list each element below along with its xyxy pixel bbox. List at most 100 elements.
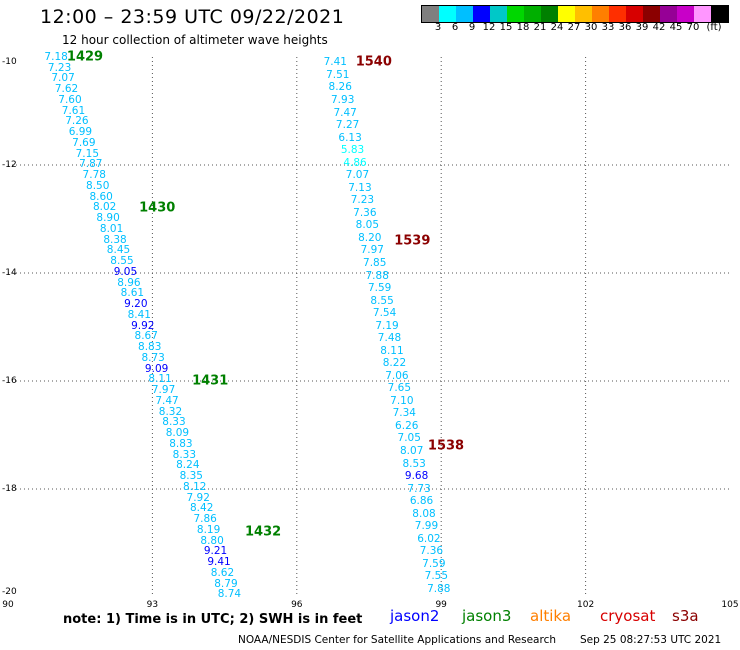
y-tick-label: -12 [2, 160, 17, 170]
wave-height-label: 7.47 [155, 394, 179, 407]
wave-height-label: 8.67 [134, 330, 158, 343]
wave-height-label: 9.20 [124, 298, 148, 311]
wave-height-label: 7.06 [385, 369, 409, 382]
wave-height-label: 7.10 [390, 394, 414, 407]
wave-height-label: 7.97 [360, 244, 384, 257]
wave-height-label: 7.54 [372, 307, 397, 320]
wave-height-label: 7.87 [79, 158, 103, 171]
satellite-legend-item: s3a [672, 607, 699, 625]
wave-height-label: 8.26 [328, 81, 352, 94]
wave-height-label: 7.60 [58, 93, 82, 106]
wave-height-label: 7.55 [424, 570, 449, 583]
legend-swatch [694, 6, 711, 22]
wave-height-label: 8.90 [96, 212, 120, 225]
y-tick-label: -10 [2, 57, 17, 67]
legend-swatch [575, 6, 592, 22]
y-tick-label: -16 [2, 376, 17, 386]
wave-height-label: 9.09 [144, 362, 169, 375]
legend-swatch [439, 6, 456, 22]
wave-height-label: 7.07 [51, 72, 75, 85]
wave-height-label: 8.24 [176, 459, 200, 472]
legend-label: 30 [584, 22, 598, 33]
wave-height-label: 8.05 [355, 219, 380, 232]
wave-height-label: 7.92 [186, 491, 210, 504]
wave-height-label: 7.34 [392, 407, 416, 420]
wave-height-label: 5.83 [340, 144, 365, 157]
wave-height-label: 8.55 [370, 294, 394, 307]
wave-height-label: 8.02 [92, 201, 117, 214]
wave-height-label: 8.73 [141, 351, 165, 364]
wave-height-label: 7.61 [61, 104, 86, 117]
wave-height-label: 8.07 [399, 445, 424, 457]
wave-height-label: 8.11 [148, 373, 172, 386]
wave-height-label: 8.33 [172, 448, 197, 461]
wave-height-label: 7.51 [326, 68, 350, 81]
wave-height-label: 7.05 [397, 432, 421, 445]
legend-label: 6 [451, 22, 459, 33]
satellite-legend-item: cryosat [600, 607, 656, 625]
legend-swatch [507, 6, 524, 22]
map-title: 12:00 – 23:59 UTC 09/22/2021 [40, 6, 345, 28]
wave-height-label: 6.86 [409, 495, 434, 508]
legend-label: 24 [550, 22, 564, 33]
wave-height-label: 7.73 [407, 482, 431, 495]
wave-height-label: 7.69 [72, 136, 96, 149]
legend-swatch [490, 6, 507, 22]
wave-height-label: 7.97 [151, 384, 176, 397]
wave-height-label: 6.99 [68, 126, 93, 139]
map-subtitle: 12 hour collection of altimeter wave hei… [62, 33, 328, 47]
wave-height-label: 7.48 [377, 332, 402, 345]
wave-height-label: 7.26 [65, 115, 89, 128]
wave-height-label: 8.53 [402, 457, 426, 470]
wave-height-label: 8.09 [165, 427, 190, 440]
legend-swatch [456, 6, 473, 22]
wave-height-label: 7.62 [54, 83, 79, 96]
wave-height-label: 7.36 [419, 545, 444, 558]
pass-time-label: 1539 [394, 233, 431, 249]
legend-swatch [592, 6, 609, 22]
wave-height-label: 7.88 [365, 269, 389, 282]
wave-height-label: 8.01 [99, 222, 124, 235]
wave-height-label: 8.83 [169, 437, 193, 450]
wave-height-label: 8.11 [380, 344, 404, 357]
wave-height-label: 7.85 [363, 256, 387, 269]
x-tick-label: 90 [2, 600, 14, 610]
wave-height-label: 7.36 [353, 206, 377, 219]
wave-height-label: 9.41 [207, 556, 231, 569]
pass-time-label: 1540 [355, 54, 392, 70]
wave-height-label: 4.86 [343, 156, 367, 169]
wave-height-label: 7.41 [323, 56, 347, 69]
legend-label: 45 [669, 22, 683, 33]
satellite-legend-item: jason3 [462, 607, 512, 625]
legend-label: 27 [567, 22, 581, 33]
wave-height-label: 7.19 [375, 319, 399, 332]
wave-height-label: 8.20 [358, 231, 382, 244]
legend-swatch [422, 6, 439, 22]
pass-time-label: 1538 [427, 438, 465, 454]
wave-height-label: 8.80 [200, 534, 224, 547]
legend-swatch [660, 6, 677, 22]
wave-height-label: 8.19 [196, 523, 221, 536]
wave-height-label: 7.07 [345, 169, 370, 182]
wave-height-label: 8.12 [183, 480, 207, 493]
satellite-legend-item: jason2 [390, 607, 440, 625]
wave-height-label: 7.78 [82, 169, 106, 182]
wave-height-label: 8.62 [210, 566, 235, 579]
y-tick-label: -18 [2, 484, 17, 494]
x-tick-label: 105 [721, 600, 739, 610]
x-tick-label: 96 [291, 600, 303, 610]
wave-height-label: 7.13 [348, 181, 372, 194]
wave-height-label: 9.68 [404, 470, 429, 483]
wave-height-label: 8.60 [89, 190, 113, 203]
wave-height-label: 8.83 [138, 341, 162, 354]
wave-height-label: 6.26 [395, 419, 419, 432]
wave-height-label: 7.23 [47, 61, 72, 74]
pass-time-label: 1431 [192, 373, 229, 389]
wave-height-label: 7.88 [427, 582, 451, 595]
legend-swatch [643, 6, 660, 22]
pass-time-label: 1429 [66, 49, 104, 65]
wave-height-label: 7.23 [350, 194, 375, 207]
legend-label: 21 [533, 22, 547, 33]
wave-height-label: 8.08 [412, 507, 436, 520]
